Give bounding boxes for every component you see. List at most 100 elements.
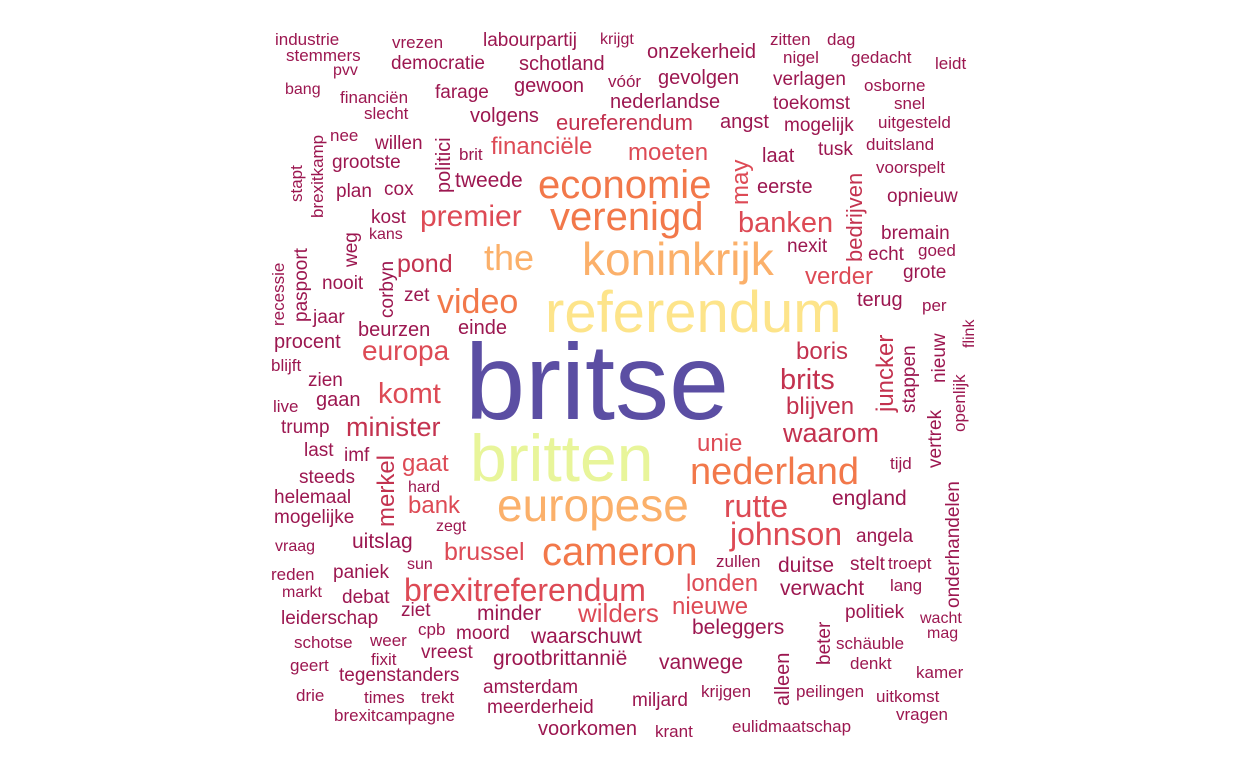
word: per bbox=[922, 296, 947, 315]
word: peilingen bbox=[796, 682, 865, 701]
word: stappen bbox=[899, 345, 920, 413]
word: procent bbox=[274, 331, 341, 353]
word: waarom bbox=[783, 418, 880, 448]
word: beurzen bbox=[358, 319, 431, 341]
word: koninkrijk bbox=[582, 233, 774, 285]
word: vanwege bbox=[659, 651, 744, 674]
word: toekomst bbox=[773, 93, 851, 114]
word: minister bbox=[346, 412, 441, 442]
word: zien bbox=[308, 370, 343, 391]
word: live bbox=[273, 397, 299, 416]
word: times bbox=[364, 688, 405, 707]
word: osborne bbox=[864, 76, 926, 95]
word: mogelijke bbox=[274, 507, 355, 528]
word: geert bbox=[290, 656, 329, 675]
word: schäuble bbox=[836, 634, 905, 653]
word: banken bbox=[738, 207, 834, 239]
word: politiek bbox=[845, 602, 905, 623]
word: debat bbox=[342, 587, 390, 608]
word: goed bbox=[918, 241, 956, 260]
word: brexitkamp bbox=[308, 134, 327, 218]
word: schotse bbox=[294, 633, 353, 652]
word: snel bbox=[894, 94, 926, 113]
word: zegt bbox=[436, 518, 467, 535]
word: grootbrittannië bbox=[493, 647, 628, 670]
word: angst bbox=[720, 111, 769, 133]
word: may bbox=[727, 159, 754, 205]
word: beter bbox=[814, 621, 835, 665]
word: nexit bbox=[787, 236, 828, 257]
word: moeten bbox=[628, 139, 709, 166]
word: vertrek bbox=[925, 409, 946, 468]
word: verenigd bbox=[550, 195, 704, 239]
word: cox bbox=[384, 179, 414, 200]
word: kans bbox=[369, 226, 403, 243]
word: premier bbox=[420, 200, 522, 233]
word: zitten bbox=[770, 30, 811, 49]
word: einde bbox=[458, 317, 507, 339]
word: verlagen bbox=[773, 69, 846, 90]
word: onzekerheid bbox=[647, 41, 756, 63]
word: boris bbox=[796, 338, 849, 365]
word: paniek bbox=[333, 562, 389, 583]
word: krijgen bbox=[701, 682, 752, 701]
word: angela bbox=[856, 526, 914, 547]
word: gaan bbox=[316, 389, 361, 411]
word: kamer bbox=[916, 663, 964, 682]
word: sun bbox=[407, 556, 433, 573]
word: tegenstanders bbox=[339, 665, 460, 686]
word: referendum bbox=[545, 280, 842, 345]
word: pvv bbox=[333, 62, 358, 79]
word: moord bbox=[456, 623, 510, 644]
word: nooit bbox=[322, 273, 364, 294]
word: economie bbox=[538, 163, 712, 207]
word: lang bbox=[890, 576, 923, 595]
word: miljard bbox=[632, 690, 688, 711]
word: democratie bbox=[391, 53, 485, 74]
word: recessie bbox=[269, 262, 288, 326]
word: trekt bbox=[421, 688, 455, 707]
word: jaar bbox=[313, 307, 345, 328]
word: paspoort bbox=[291, 248, 312, 322]
word: minder bbox=[477, 602, 542, 625]
word: europa bbox=[362, 335, 450, 366]
word: tusk bbox=[818, 139, 853, 160]
word: uitslag bbox=[352, 530, 413, 553]
word: financiën bbox=[340, 88, 409, 107]
word: fixit bbox=[371, 650, 397, 669]
word: nederlandse bbox=[610, 91, 721, 113]
word: brit bbox=[459, 145, 483, 164]
word: drie bbox=[296, 686, 325, 705]
word: britse bbox=[465, 321, 730, 442]
word: corbyn bbox=[377, 260, 398, 318]
word: juncker bbox=[872, 334, 899, 412]
word: voorspelt bbox=[876, 158, 945, 177]
word: trump bbox=[281, 417, 330, 438]
word: leidt bbox=[935, 54, 967, 73]
word: slecht bbox=[364, 104, 409, 123]
word: opnieuw bbox=[887, 186, 958, 207]
word: volgens bbox=[470, 105, 539, 127]
word: wacht bbox=[920, 610, 962, 627]
word: britten bbox=[470, 421, 654, 495]
word: bang bbox=[285, 81, 321, 98]
word: mag bbox=[927, 625, 959, 642]
word: schotland bbox=[519, 53, 605, 75]
word: alleen bbox=[772, 652, 794, 706]
word: zullen bbox=[716, 552, 761, 571]
word: gedacht bbox=[851, 48, 912, 67]
word: nieuwe bbox=[672, 593, 749, 620]
word: amsterdam bbox=[483, 677, 579, 698]
word: weer bbox=[370, 631, 407, 650]
word: vrezen bbox=[392, 33, 444, 52]
word: waarschuwt bbox=[531, 625, 642, 648]
word: duitse bbox=[778, 554, 835, 577]
word: industrie bbox=[275, 30, 340, 49]
word: denkt bbox=[850, 654, 892, 673]
word: uitgesteld bbox=[878, 113, 951, 132]
word: gevolgen bbox=[658, 67, 740, 89]
word: nieuw bbox=[929, 333, 950, 383]
word: last bbox=[304, 440, 334, 461]
